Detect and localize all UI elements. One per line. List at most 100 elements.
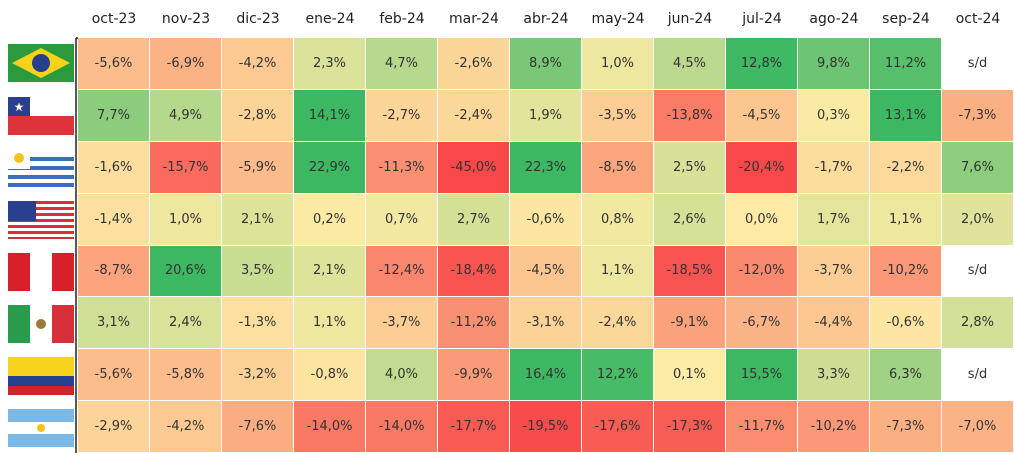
cell: -3,5% xyxy=(582,89,654,142)
column-header: dic-23 xyxy=(236,11,280,27)
cell: 4,7% xyxy=(366,38,438,90)
cell: -18,5% xyxy=(654,245,726,298)
flags: ★ xyxy=(8,37,78,453)
cell: -2,6% xyxy=(438,38,510,90)
cell: -11,3% xyxy=(366,141,438,194)
cell: -3,2% xyxy=(222,349,294,402)
cell: -7,3% xyxy=(942,89,1014,142)
column-header: feb-24 xyxy=(379,11,425,27)
cell: -15,7% xyxy=(150,141,222,194)
cell: -2,7% xyxy=(366,89,438,142)
cell: s/d xyxy=(942,38,1014,90)
cell: 0,8% xyxy=(582,193,654,246)
column-header: mar-24 xyxy=(449,11,499,27)
cell: 0,7% xyxy=(366,193,438,246)
cell: -8,7% xyxy=(78,245,150,298)
cell: 1,1% xyxy=(582,245,654,298)
cell: 2,1% xyxy=(222,193,294,246)
cell: 1,1% xyxy=(294,297,366,350)
cell: 1,0% xyxy=(150,193,222,246)
column-header: sep-24 xyxy=(882,11,930,27)
cell: -7,0% xyxy=(942,401,1014,453)
column-header: may-24 xyxy=(591,11,645,27)
column-header: oct-23 xyxy=(91,11,137,27)
svg-text:★: ★ xyxy=(14,100,25,114)
flag-uruguay xyxy=(8,149,74,187)
cell: 2,3% xyxy=(294,38,366,90)
cell: 13,1% xyxy=(870,89,942,142)
cell: -7,3% xyxy=(870,401,942,453)
cell: 15,5% xyxy=(726,349,798,402)
cell: 2,8% xyxy=(942,297,1014,350)
cell: 4,0% xyxy=(366,349,438,402)
cell: 2,5% xyxy=(654,141,726,194)
cell: -11,7% xyxy=(726,401,798,453)
cell: -17,6% xyxy=(582,401,654,453)
cell: -4,5% xyxy=(726,89,798,142)
column-header: abr-24 xyxy=(523,11,569,27)
cell: 1,0% xyxy=(582,38,654,90)
cell: -2,9% xyxy=(78,401,150,453)
cell: 12,8% xyxy=(726,38,798,90)
flag-peru xyxy=(8,253,74,291)
cell: -19,5% xyxy=(510,401,582,453)
column-header: oct-24 xyxy=(955,11,1001,27)
cell: -10,2% xyxy=(798,401,870,453)
cell: 6,3% xyxy=(870,349,942,402)
cell: 1,7% xyxy=(798,193,870,246)
cell: 16,4% xyxy=(510,349,582,402)
cell: 0,3% xyxy=(798,89,870,142)
cell: -6,7% xyxy=(726,297,798,350)
cell: 1,1% xyxy=(870,193,942,246)
column-header: jun-24 xyxy=(667,11,713,27)
cell: 3,5% xyxy=(222,245,294,298)
cell: -5,9% xyxy=(222,141,294,194)
cell: 1,9% xyxy=(510,89,582,142)
cell: -4,4% xyxy=(798,297,870,350)
cell: -1,7% xyxy=(798,141,870,194)
column-header: ene-24 xyxy=(305,11,355,27)
cell: 22,9% xyxy=(294,141,366,194)
cell: -14,0% xyxy=(366,401,438,453)
cell: 0,2% xyxy=(294,193,366,246)
flag-chile: ★ xyxy=(8,97,74,135)
flag-mexico xyxy=(8,305,74,343)
cell: -9,9% xyxy=(438,349,510,402)
column-header: nov-23 xyxy=(161,11,211,27)
cell: -1,4% xyxy=(78,193,150,246)
cell: -9,1% xyxy=(654,297,726,350)
cell: -3,7% xyxy=(366,297,438,350)
cell: 8,9% xyxy=(510,38,582,90)
cell: 2,4% xyxy=(150,297,222,350)
cell: 4,9% xyxy=(150,89,222,142)
cell: -0,6% xyxy=(510,193,582,246)
cell: -20,4% xyxy=(726,141,798,194)
cell: -2,8% xyxy=(222,89,294,142)
column-header: jul-24 xyxy=(742,11,782,27)
cell: 11,2% xyxy=(870,38,942,90)
cell: -0,8% xyxy=(294,349,366,402)
cell: 3,3% xyxy=(798,349,870,402)
cell: 7,7% xyxy=(78,89,150,142)
cell: 4,5% xyxy=(654,38,726,90)
cell: s/d xyxy=(942,349,1014,402)
cell: -2,4% xyxy=(582,297,654,350)
flag-argentina xyxy=(8,409,74,447)
flag-usa xyxy=(8,201,74,239)
cell: -1,3% xyxy=(222,297,294,350)
cell: 2,7% xyxy=(438,193,510,246)
cell: -45,0% xyxy=(438,141,510,194)
flag-brazil xyxy=(8,44,74,82)
cell: 2,0% xyxy=(942,193,1014,246)
cell: 14,1% xyxy=(294,89,366,142)
cell: 7,6% xyxy=(942,141,1014,194)
cell: -4,2% xyxy=(222,38,294,90)
cell: -3,1% xyxy=(510,297,582,350)
cell: 9,8% xyxy=(798,38,870,90)
cell: 22,3% xyxy=(510,141,582,194)
cell: -3,7% xyxy=(798,245,870,298)
cell: -10,2% xyxy=(870,245,942,298)
cell: 0,0% xyxy=(726,193,798,246)
cell: -5,6% xyxy=(78,349,150,402)
cell: -13,8% xyxy=(654,89,726,142)
